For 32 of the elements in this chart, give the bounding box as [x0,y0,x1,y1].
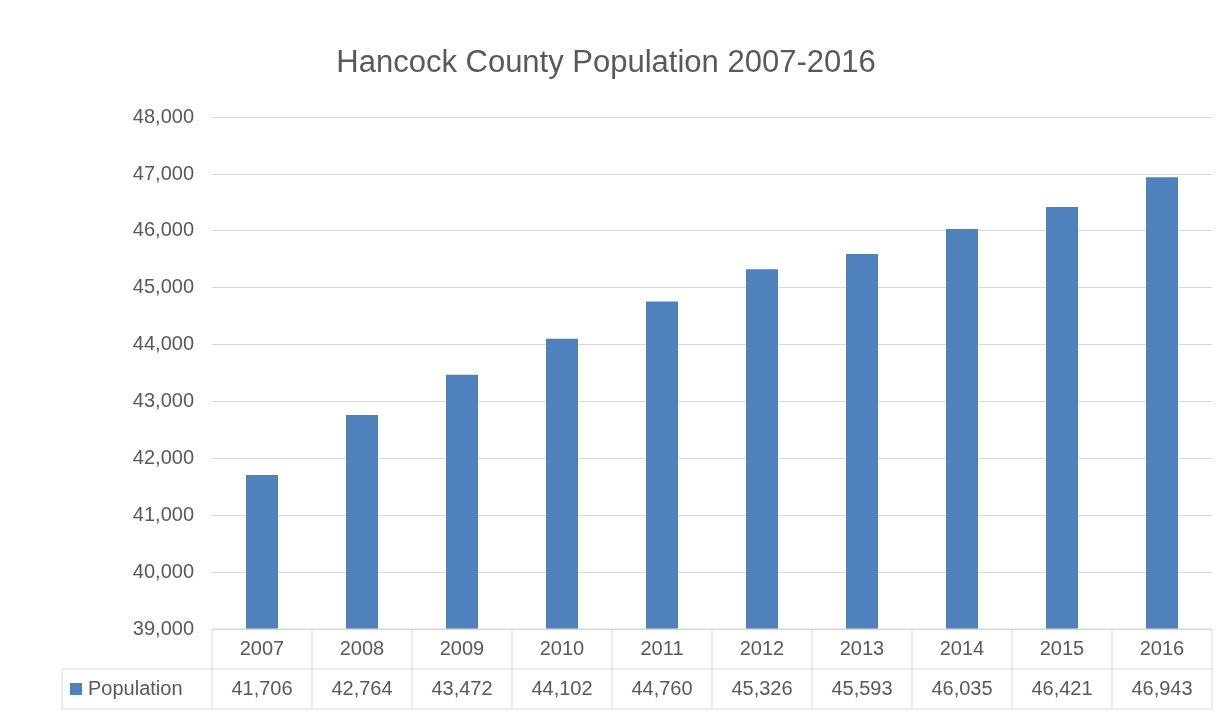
data-label: 46,943 [1131,676,1193,699]
y-tick-label: 41,000 [132,502,194,525]
chart-title: Hancock County Population 2007-2016 [336,44,876,80]
y-tick-label: 39,000 [132,616,194,639]
data-label: 45,593 [831,676,893,699]
x-tick-label: 2011 [640,636,684,659]
data-label: 46,035 [931,676,993,699]
x-tick-label: 2013 [839,636,885,659]
data-label: 42,764 [331,676,393,699]
x-tick-label: 2015 [1039,636,1085,659]
data-label: 46,421 [1031,676,1093,699]
x-tick-label: 2009 [439,636,485,659]
y-tick-label: 44,000 [132,332,194,355]
y-tick-label: 45,000 [132,275,194,298]
data-label: 45,326 [731,676,793,699]
data-label: 41,706 [231,676,293,699]
x-tick-label: 2010 [539,636,585,659]
x-tick-label: 2007 [239,636,285,659]
data-label: 44,760 [631,676,693,699]
y-tick-label: 42,000 [132,445,194,468]
legend-label: Population [88,676,183,699]
y-tick-label: 48,000 [132,104,194,127]
y-tick-label: 47,000 [132,161,194,184]
y-tick-label: 43,000 [132,389,194,412]
x-tick-label: 2014 [939,636,985,659]
data-label: 43,472 [431,676,493,699]
y-tick-label: 40,000 [132,559,194,582]
x-tick-label: 2016 [1139,636,1185,659]
x-tick-label: 2012 [739,636,785,659]
data-label: 44,102 [531,676,593,699]
y-tick-label: 46,000 [132,218,194,241]
x-tick-label: 2008 [339,636,385,659]
